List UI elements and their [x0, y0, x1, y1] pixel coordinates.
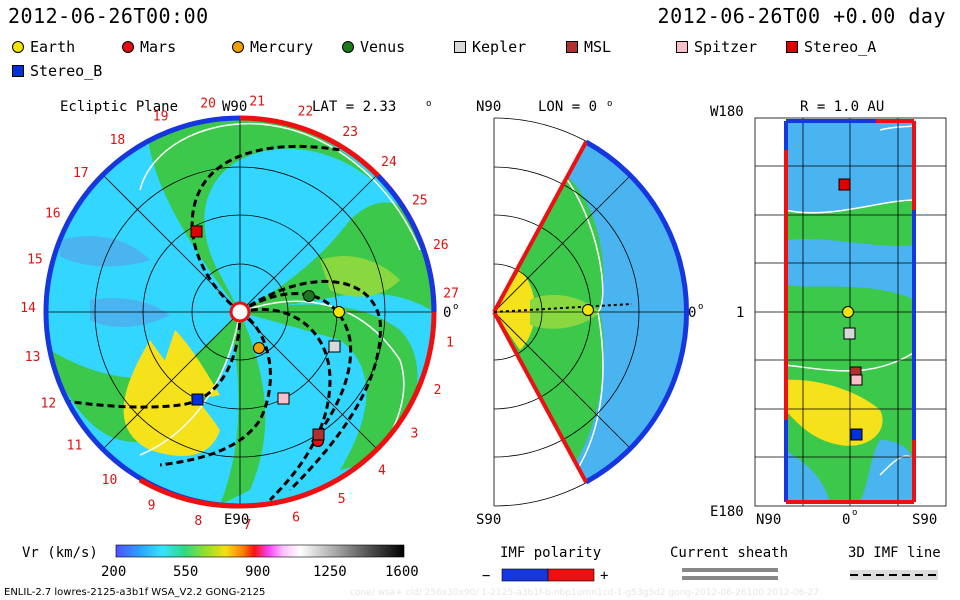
earth-marker-icon — [12, 41, 24, 53]
colorbar: Vr (km/s) 200 550 900 1250 1600 — [22, 544, 419, 580]
current-sheath-title: Current sheath — [670, 545, 788, 561]
legend-label: MSL — [584, 38, 612, 56]
imf-plus-label: + — [600, 568, 608, 584]
degree-sign: o — [453, 302, 458, 312]
footer-run-info: ENLIL-2.7 lowres-2125-a3b1f WSA_V2.2 GON… — [4, 587, 266, 598]
ecliptic-zero-label: 0 — [443, 305, 451, 321]
ecliptic-day-tick: 7 — [243, 518, 251, 533]
ecliptic-day-tick: 6 — [292, 511, 300, 526]
ecliptic-day-tick: 15 — [27, 252, 43, 267]
legend-label: Earth — [30, 38, 76, 56]
ecliptic-day-tick: 27 — [443, 286, 459, 301]
datetime-right: 2012-06-26T00 +0.00 day — [657, 4, 946, 28]
ecliptic-day-tick: 1 — [446, 336, 454, 351]
legend-spitzer: Spitzer — [676, 38, 757, 56]
degree-sign: o — [426, 99, 431, 109]
degree-sign: o — [607, 99, 612, 109]
ecliptic-top-label: W90 — [222, 99, 247, 115]
legend-label: Mars — [140, 38, 177, 56]
legend-earth: Earth — [12, 38, 75, 56]
ecliptic-day-tick: 5 — [338, 492, 346, 507]
legend-label: Spitzer — [694, 38, 758, 56]
unwrapped-x-label-north: N90 — [756, 512, 781, 528]
ecliptic-day-tick: 14 — [20, 301, 36, 316]
legend-msl: MSL — [566, 38, 611, 56]
colorbar-tick: 1250 — [313, 564, 347, 580]
unwrapped-x-label-zero: 0 — [842, 512, 850, 528]
colorbar-tick: 200 — [101, 564, 126, 580]
ecliptic-day-tick: 11 — [67, 439, 83, 454]
ecliptic-day-tick: 20 — [200, 96, 216, 111]
ecliptic-day-tick: 3 — [410, 427, 418, 442]
ecliptic-lat-label: LAT = 2.33 — [312, 99, 396, 115]
msl-marker-icon — [566, 41, 578, 53]
colorbar-title: Vr (km/s) — [22, 545, 98, 561]
mars-marker-icon — [122, 41, 134, 53]
ecliptic-day-tick: 16 — [45, 207, 61, 222]
legend-label: Stereo_A — [804, 38, 877, 56]
mercury-marker-icon — [232, 41, 244, 53]
stereo-a-marker-icon — [786, 41, 798, 53]
unwrapped-plot: R = 1.0 AU W180 E180 1 N90 0 o S90 — [710, 99, 947, 528]
ecliptic-day-tick: 19 — [153, 109, 169, 124]
imf-line-title: 3D IMF line — [848, 545, 941, 561]
legend-venus: Venus — [342, 38, 405, 56]
ecliptic-day-tick: 22 — [298, 104, 314, 119]
meridional-plot: N90 LON = 0 o S90 0 o — [476, 99, 703, 528]
unwrapped-x-label-south: S90 — [912, 512, 937, 528]
unwrapped-title: R = 1.0 AU — [800, 99, 884, 115]
spitzer-marker-icon — [676, 41, 688, 53]
ecliptic-day-tick: 10 — [102, 473, 118, 488]
legend-kepler: Kepler — [454, 38, 526, 56]
ecliptic-title: Ecliptic Plane — [60, 99, 178, 115]
legend-label: Mercury — [250, 38, 314, 56]
datetime-left: 2012-06-26T00:00 — [8, 4, 209, 28]
imf-minus-label: − — [482, 568, 490, 584]
legend-mercury: Mercury — [232, 38, 313, 56]
ecliptic-day-tick: 8 — [194, 514, 202, 529]
imf-legend: IMF polarity − + Current sheath 3D IMF l… — [482, 545, 941, 584]
ecliptic-day-tick: 9 — [148, 499, 156, 514]
ecliptic-day-tick: 21 — [249, 95, 265, 110]
legend-mars: Mars — [122, 38, 176, 56]
colorbar-tick: 550 — [173, 564, 198, 580]
ecliptic-day-tick: 26 — [433, 238, 449, 253]
footer-watermark: cone/ wsa+ cld/ 256x30x90/ 1-2125-a3b1f-… — [350, 588, 820, 598]
ecliptic-day-tick: 18 — [110, 133, 126, 148]
colorbar-tick: 1600 — [385, 564, 419, 580]
ecliptic-day-tick: 25 — [412, 194, 428, 209]
legend-label: Stereo_B — [30, 62, 103, 80]
legend-label: Kepler — [472, 38, 527, 56]
unwrapped-bottom-label: E180 — [710, 504, 744, 520]
degree-sign: o — [852, 508, 857, 518]
stereo-b-marker-icon — [12, 65, 24, 77]
ecliptic-bottom-label: E90 — [224, 512, 249, 528]
legend-stereo-a: Stereo_A — [786, 38, 876, 56]
venus-marker-icon — [342, 41, 354, 53]
unwrapped-top-label: W180 — [710, 104, 744, 120]
imf-polarity-title: IMF polarity — [500, 545, 601, 561]
ecliptic-day-tick: 2 — [434, 383, 442, 398]
unwrapped-mid-label: 1 — [736, 305, 744, 321]
ecliptic-day-tick: 4 — [378, 464, 386, 479]
ecliptic-day-tick: 13 — [25, 350, 41, 365]
meridional-bottom-label: S90 — [476, 512, 501, 528]
degree-sign: o — [698, 302, 703, 312]
legend-label: Venus — [360, 38, 406, 56]
legend-stereo-b: Stereo_B — [12, 62, 102, 80]
meridional-title: LON = 0 — [538, 99, 597, 115]
ecliptic-day-tick: 12 — [41, 397, 57, 412]
ecliptic-day-tick: 17 — [73, 166, 89, 181]
ecliptic-day-tick: 24 — [381, 155, 397, 170]
colorbar-tick: 900 — [245, 564, 270, 580]
ecliptic-day-tick: 23 — [342, 125, 358, 140]
meridional-zero-label: 0 — [688, 305, 696, 321]
kepler-marker-icon — [454, 41, 466, 53]
meridional-top-label: N90 — [476, 99, 501, 115]
ecliptic-plane-plot: Ecliptic Plane W90 E90 LAT = 2.33 o 0 o … — [20, 95, 459, 533]
